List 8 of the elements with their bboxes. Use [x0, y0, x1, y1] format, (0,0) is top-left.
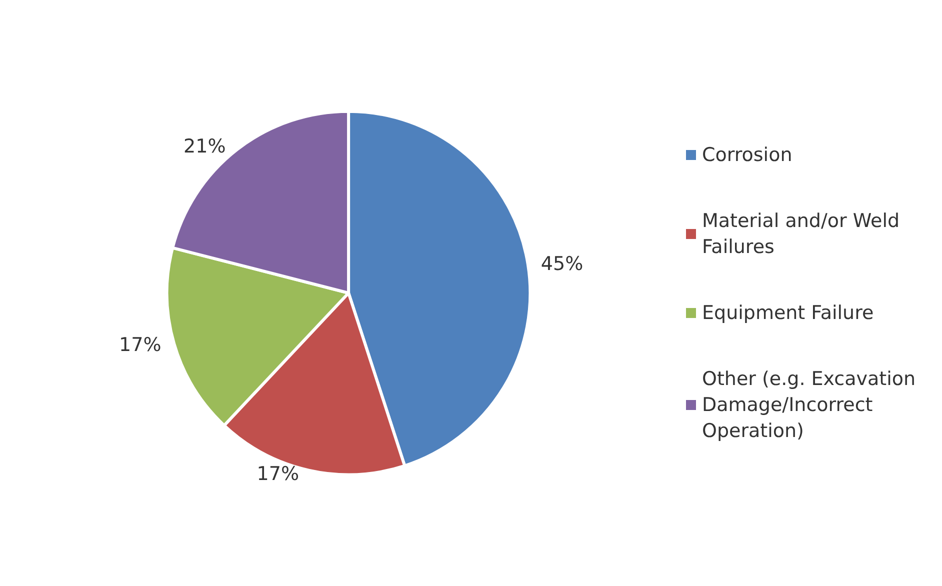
data-label: 17%: [256, 463, 300, 486]
data-label: 17%: [119, 334, 162, 356]
legend-label: Other (e.g. Excavation Damage/Incorrect Operation): [702, 368, 922, 442]
data-label: 21%: [184, 135, 226, 158]
legend-label: Corrosion: [702, 144, 792, 166]
legend-label: Material and/or Weld Failures: [702, 210, 906, 258]
legend-label: Equipment Failure: [702, 302, 874, 324]
data-label: 45%: [540, 252, 584, 275]
